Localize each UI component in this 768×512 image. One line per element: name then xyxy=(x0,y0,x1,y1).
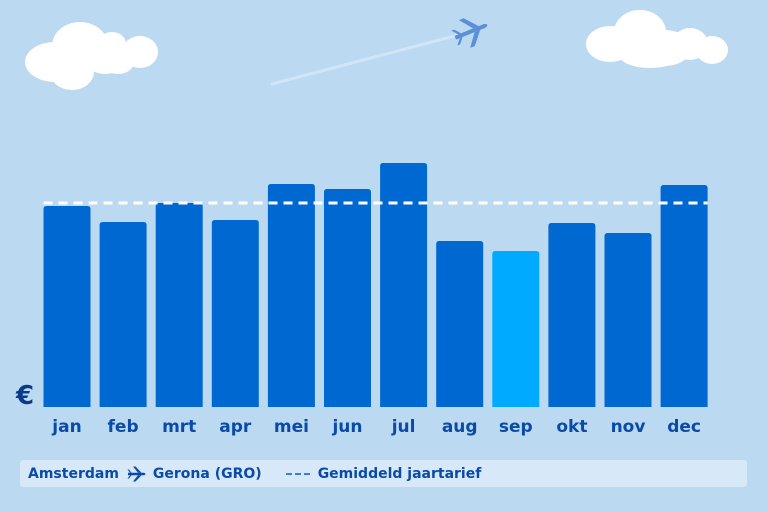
contrail-line xyxy=(270,32,464,86)
month-label-feb: feb xyxy=(108,417,139,437)
legend-origin: Amsterdam xyxy=(28,465,119,482)
month-label-sep: sep xyxy=(499,417,533,437)
bar-jul xyxy=(380,163,428,407)
month-label-jan: jan xyxy=(51,417,81,437)
bar-dec xyxy=(660,185,708,407)
legend-average-label: Gemiddeld jaartarief xyxy=(317,465,482,482)
legend-bar: Amsterdam Gerona (GRO) Gemiddeld jaartar… xyxy=(20,460,747,487)
bar-mei xyxy=(267,184,315,407)
month-label-nov: nov xyxy=(611,417,646,437)
month-label-apr: apr xyxy=(219,417,252,437)
bar-okt xyxy=(548,223,596,407)
month-label-mrt: mrt xyxy=(162,417,196,437)
bar-nov xyxy=(604,233,652,407)
month-label-mei: mei xyxy=(274,417,309,437)
month-label-aug: aug xyxy=(442,417,478,437)
cloud-left-icon xyxy=(25,22,158,90)
airplane-sky-icon xyxy=(451,18,488,48)
y-axis-currency-symbol: € xyxy=(15,381,34,411)
month-label-dec: dec xyxy=(667,417,701,437)
cloud-right-icon xyxy=(586,10,728,68)
bar-jan xyxy=(43,206,91,407)
bar-apr xyxy=(211,220,259,407)
month-label-okt: okt xyxy=(556,417,587,437)
month-label-jul: jul xyxy=(391,417,416,437)
bar-mrt xyxy=(155,203,203,407)
legend-destination: Gerona (GRO) xyxy=(152,465,262,482)
bar-feb xyxy=(99,222,147,407)
bar-jun xyxy=(324,189,371,407)
legend-dash-icon xyxy=(285,472,310,475)
bar-sep xyxy=(492,251,540,407)
bar-group xyxy=(43,163,708,407)
month-label-group: jan feb mrt apr mei jun jul aug sep okt nov dec xyxy=(51,417,701,437)
bar-aug xyxy=(436,241,484,407)
airplane-icon xyxy=(127,466,146,481)
month-label-jun: jun xyxy=(331,417,362,437)
